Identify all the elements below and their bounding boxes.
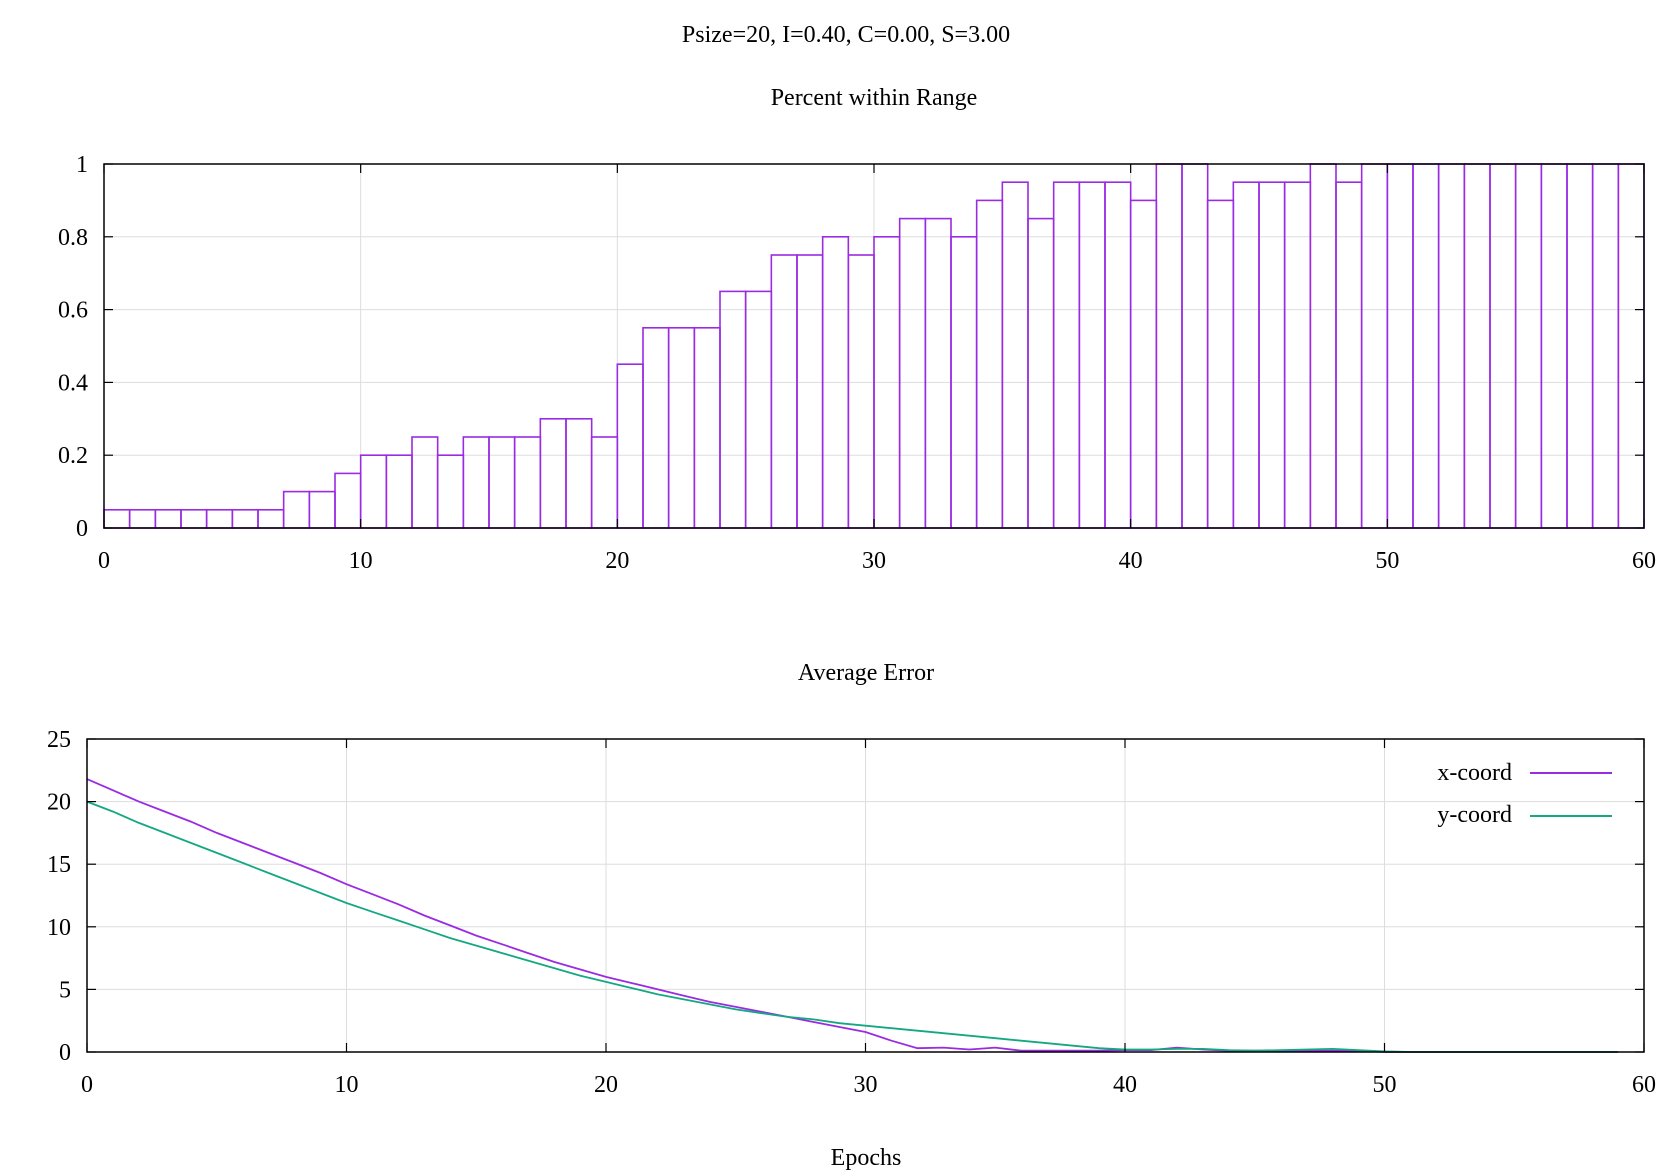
x-tick-label: 50	[1373, 1072, 1397, 1098]
bottom-series-lines	[86, 778, 1618, 1053]
y-tick-label: 15	[47, 852, 71, 878]
y-tick-label: 1	[76, 152, 88, 178]
y-tick-label: 0	[59, 1040, 71, 1066]
average-error-chart: Average Error 0 10 20 30 40 50 60 0 5 10 15 20 25 x-…	[47, 660, 1656, 1171]
bar	[462, 436, 490, 529]
bar	[667, 326, 696, 529]
x-tick-label: 30	[862, 548, 886, 574]
x-tick-label: 10	[349, 548, 373, 574]
bar	[1104, 181, 1132, 529]
bar	[719, 290, 747, 529]
series-line-x-coord	[86, 778, 1618, 1053]
y-tick-label: 25	[47, 727, 71, 753]
bar	[924, 217, 952, 529]
bar	[796, 254, 824, 529]
bar	[1206, 199, 1235, 529]
bar	[359, 454, 388, 529]
bar	[1360, 163, 1389, 529]
bar	[231, 508, 259, 529]
bar	[205, 508, 234, 529]
top-axis-ticks: 0 10 20 30 40 50 60 0 0.2 0.4 0.6 0.8 1	[58, 152, 1656, 574]
bar	[1052, 181, 1081, 529]
bar	[1386, 163, 1414, 529]
y-tick-label: 10	[47, 915, 71, 941]
bar	[334, 472, 362, 529]
bar	[1489, 163, 1517, 529]
bar	[539, 417, 567, 529]
bar	[1232, 181, 1260, 529]
bar	[590, 436, 619, 529]
bar	[1001, 181, 1029, 529]
bar	[154, 508, 182, 529]
bar	[1078, 181, 1106, 529]
x-tick-label: 60	[1632, 1072, 1656, 1098]
bar	[1591, 163, 1620, 529]
x-tick-label: 40	[1119, 548, 1143, 574]
y-tick-label: 20	[47, 790, 71, 816]
bar	[1283, 181, 1312, 529]
bar	[565, 417, 593, 529]
bar	[308, 490, 336, 529]
y-tick-label: 0	[76, 516, 88, 542]
x-tick-label: 20	[594, 1072, 618, 1098]
bar	[257, 508, 285, 529]
x-tick-label: 30	[854, 1072, 878, 1098]
y-tick-label: 0.8	[58, 225, 88, 251]
legend-label-x-coord: x-coord	[1437, 760, 1512, 786]
bar	[847, 254, 875, 529]
bar	[436, 454, 465, 529]
bar	[1437, 163, 1466, 529]
x-tick-label: 50	[1375, 548, 1399, 574]
y-tick-label: 0.2	[58, 443, 88, 469]
bar	[616, 363, 644, 529]
bar	[1027, 217, 1055, 529]
bar	[1309, 163, 1337, 529]
x-axis-label: Epochs	[831, 1145, 902, 1171]
bar	[1514, 163, 1543, 529]
bar	[1617, 163, 1645, 529]
bar	[898, 217, 927, 529]
percent-within-range-chart: Percent within Range 0 10 20 30 40 50 60 0 0.2 0.…	[58, 85, 1656, 574]
bar	[770, 254, 798, 529]
x-tick-label: 0	[81, 1072, 93, 1098]
y-tick-label: 5	[59, 977, 71, 1003]
bar	[1181, 163, 1209, 529]
legend: x-coord y-coord	[1437, 760, 1612, 828]
bar	[180, 508, 208, 529]
bar	[282, 490, 311, 529]
bottom-chart-title: Average Error	[798, 660, 934, 686]
x-tick-label: 10	[335, 1072, 359, 1098]
bar	[1463, 163, 1491, 529]
bar	[1129, 199, 1158, 529]
legend-label-y-coord: y-coord	[1437, 802, 1512, 828]
bar	[103, 508, 131, 529]
bottom-axis-ticks: 0 10 20 30 40 50 60 0 5 10 15 20 25	[47, 727, 1656, 1098]
bar	[975, 199, 1004, 529]
x-tick-label: 60	[1632, 548, 1656, 574]
bar	[488, 436, 516, 529]
top-chart-title: Percent within Range	[771, 85, 978, 111]
bar	[1566, 163, 1594, 529]
bar	[1412, 163, 1440, 529]
bar	[385, 454, 413, 529]
x-tick-label: 40	[1113, 1072, 1137, 1098]
bar	[1258, 181, 1286, 529]
bar	[1335, 181, 1363, 529]
bar	[513, 436, 542, 529]
x-tick-label: 20	[605, 548, 629, 574]
x-tick-label: 0	[98, 548, 110, 574]
series-line-y-coord	[86, 800, 1618, 1053]
y-tick-label: 0.4	[58, 370, 88, 396]
bar	[128, 508, 157, 529]
y-tick-label: 0.6	[58, 298, 88, 324]
figure-title: Psize=20, I=0.40, C=0.00, S=3.00	[682, 22, 1010, 48]
bottom-gridlines	[87, 739, 1644, 1052]
bar	[744, 290, 773, 529]
bar	[642, 326, 670, 529]
bar	[1155, 163, 1183, 529]
bar	[1540, 163, 1568, 529]
bar	[411, 436, 439, 529]
bar	[693, 326, 721, 529]
